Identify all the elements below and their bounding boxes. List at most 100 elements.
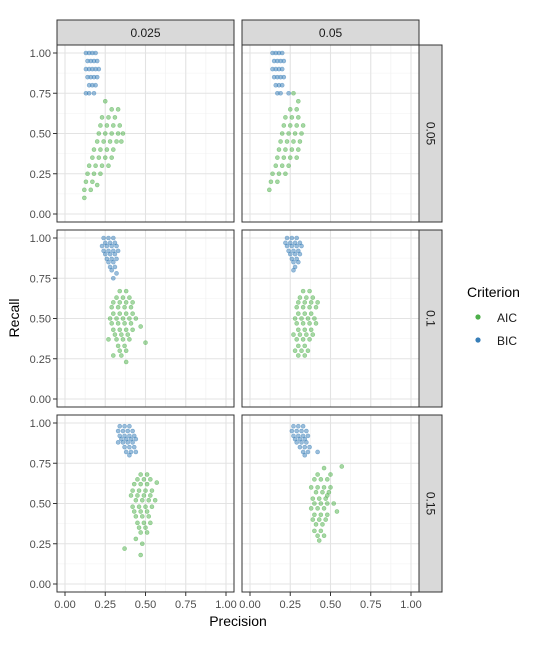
data-point-bic: [299, 243, 304, 249]
data-point-bic: [294, 428, 299, 434]
data-point-aic: [324, 512, 330, 518]
data-point-aic: [321, 533, 327, 539]
data-point-aic: [315, 533, 320, 539]
data-point-bic: [94, 74, 100, 80]
data-point-aic: [98, 123, 103, 128]
data-point-aic: [273, 163, 279, 168]
legend-key-bic: [475, 337, 481, 343]
data-point-bic: [111, 259, 116, 265]
data-point-aic: [276, 147, 282, 152]
data-point-bic: [295, 259, 301, 265]
data-point-aic: [109, 107, 114, 112]
data-point-aic: [297, 295, 303, 300]
data-point-aic: [321, 465, 327, 471]
data-point-aic: [302, 353, 308, 358]
data-point-aic: [112, 115, 118, 120]
data-point-aic: [117, 300, 123, 305]
data-point-aic: [304, 295, 309, 300]
y-tick-label: 0.25: [30, 354, 51, 366]
data-point-aic: [310, 332, 316, 337]
y-tick-label: 0.25: [30, 169, 51, 181]
data-point-bic: [279, 50, 285, 56]
data-point-aic: [302, 343, 308, 349]
facet-strip-top-label: 0.025: [130, 26, 160, 40]
data-point-bic: [133, 436, 139, 442]
data-point-aic: [307, 304, 312, 310]
data-point-aic: [94, 182, 100, 188]
data-point-aic: [318, 501, 324, 506]
data-point-aic: [275, 179, 280, 185]
legend-label-aic: AIC: [497, 311, 517, 325]
data-point-aic: [308, 506, 314, 511]
data-point-aic: [139, 541, 145, 547]
data-point-aic: [102, 155, 108, 160]
data-point-aic: [119, 332, 124, 337]
data-point-bic: [304, 428, 309, 434]
data-point-bic: [127, 423, 132, 429]
legend-key-aic: [475, 314, 481, 320]
data-point-aic: [119, 353, 124, 358]
data-point-aic: [300, 304, 306, 310]
data-point-aic: [131, 509, 137, 514]
data-point-bic: [109, 267, 114, 273]
x-tick-label: 0.00: [54, 599, 75, 611]
data-point-bic: [291, 267, 296, 273]
facet-panel: [56, 44, 235, 223]
data-point-bic: [115, 428, 121, 434]
facet-strip-right-label: 0.1: [424, 310, 438, 327]
data-point-aic: [312, 316, 317, 321]
data-point-aic: [146, 497, 152, 503]
data-point-aic: [111, 147, 116, 152]
data-point-aic: [109, 304, 114, 310]
data-point-aic: [115, 321, 121, 326]
data-point-aic: [101, 139, 106, 144]
data-point-bic: [111, 275, 116, 281]
data-point-aic: [120, 131, 126, 136]
data-point-bic: [289, 243, 295, 249]
data-point-aic: [324, 477, 330, 482]
data-point-aic: [99, 115, 105, 120]
x-tick-label: 0.00: [239, 599, 260, 611]
data-point-aic: [300, 288, 306, 294]
data-point-bic: [295, 423, 301, 429]
data-point-aic: [283, 171, 288, 177]
data-point-bic: [299, 440, 304, 445]
data-point-aic: [313, 489, 319, 495]
data-point-aic: [98, 171, 103, 177]
data-point-aic: [308, 300, 314, 305]
data-point-bic: [289, 428, 295, 434]
data-point-aic: [148, 520, 153, 526]
y-tick-label: 0.50: [30, 129, 51, 141]
data-point-aic: [136, 488, 142, 493]
data-point-aic: [304, 332, 309, 337]
data-point-aic: [130, 311, 135, 316]
data-point-bic: [112, 264, 118, 270]
facet-panel: [241, 44, 420, 223]
data-point-aic: [148, 477, 153, 482]
data-point-aic: [85, 171, 90, 177]
data-point-aic: [123, 348, 129, 354]
data-point-bic: [125, 428, 131, 434]
data-point-bic: [302, 444, 308, 450]
x-tick-label: 0.75: [360, 599, 381, 611]
data-point-aic: [279, 163, 285, 168]
data-point-aic: [109, 131, 114, 136]
data-point-aic: [300, 337, 306, 342]
data-point-aic: [315, 300, 320, 305]
data-point-aic: [133, 514, 139, 519]
data-point-aic: [299, 316, 304, 321]
data-point-bic: [289, 235, 295, 241]
data-point-aic: [127, 295, 132, 300]
data-point-bic: [112, 251, 118, 257]
data-point-aic: [106, 163, 111, 168]
data-point-aic: [117, 311, 123, 316]
data-point-aic: [91, 171, 97, 177]
data-point-bic: [102, 251, 108, 257]
data-point-aic: [141, 477, 147, 482]
data-point-bic: [305, 449, 311, 455]
data-point-aic: [138, 324, 143, 329]
data-point-aic: [138, 530, 143, 535]
data-point-aic: [313, 321, 319, 326]
facet-panel: [56, 229, 235, 408]
x-axis-title: Precision: [209, 613, 267, 629]
